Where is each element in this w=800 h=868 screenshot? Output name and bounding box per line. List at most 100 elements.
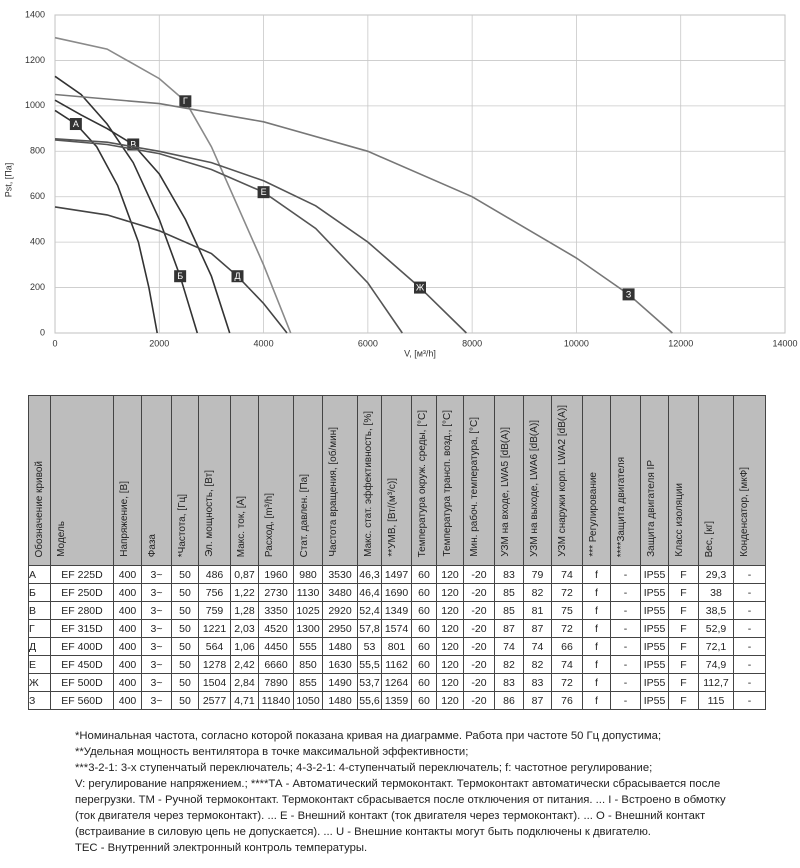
table-cell: Д bbox=[28, 637, 51, 656]
column-header-text: Температура окруж. среды, [°C] bbox=[417, 409, 428, 557]
table-cell: 86 bbox=[494, 691, 524, 710]
curve bbox=[54, 99, 231, 334]
table-cell: 3480 bbox=[322, 583, 358, 602]
x-tick-label: 12000 bbox=[668, 338, 693, 348]
table-cell: IP55 bbox=[640, 601, 669, 620]
column-header-text: **УМВ, [Вт/(м³/с)] bbox=[387, 478, 398, 557]
table-cell: 1480 bbox=[322, 637, 358, 656]
column-header: Конденсатор, [мкФ] bbox=[733, 395, 766, 566]
table-cell: IP55 bbox=[640, 565, 669, 584]
table-cell: 400 bbox=[113, 565, 142, 584]
table-cell: 2920 bbox=[322, 601, 358, 620]
table-cell: - bbox=[733, 637, 766, 656]
table-cell: 120 bbox=[436, 691, 464, 710]
chart: V, [м³/h] Pst, [Па] 0 200 400 600 800 1000 120… bbox=[3, 9, 797, 358]
table-cell: 50 bbox=[171, 655, 199, 674]
table-cell: 120 bbox=[436, 655, 464, 674]
table-cell: 486 bbox=[198, 565, 231, 584]
table-cell: 50 bbox=[171, 691, 199, 710]
column-header: УЗМ на выходе, LWA6 [dB(A)] bbox=[523, 395, 552, 566]
table-cell: - bbox=[610, 673, 641, 692]
table-cell: 1221 bbox=[198, 619, 231, 638]
table-cell: 1130 bbox=[293, 583, 323, 602]
table-cell: 60 bbox=[411, 637, 437, 656]
table-cell: 55,5 bbox=[357, 655, 382, 674]
table-cell: -20 bbox=[463, 601, 495, 620]
table-cell: EF 225D bbox=[50, 565, 114, 584]
table-cell: 52,9 bbox=[698, 619, 734, 638]
x-tick-label: 8000 bbox=[462, 338, 482, 348]
table-cell: 57,8 bbox=[357, 619, 382, 638]
table-cell: 3~ bbox=[141, 601, 172, 620]
table-cell: 801 bbox=[381, 637, 412, 656]
table-cell: 53 bbox=[357, 637, 382, 656]
table-cell: 38,5 bbox=[698, 601, 734, 620]
table-cell: 120 bbox=[436, 601, 464, 620]
column-header: Расход, [m³/h] bbox=[258, 395, 294, 566]
table-cell: 60 bbox=[411, 583, 437, 602]
notes: *Номинальная частота, согласно которой п… bbox=[75, 728, 726, 856]
column-header-text: Макс. стат. эффективность, [%] bbox=[363, 411, 374, 557]
table-cell: 3~ bbox=[141, 619, 172, 638]
table-cell: Б bbox=[28, 583, 51, 602]
table-cell: 81 bbox=[523, 601, 552, 620]
table-cell: 120 bbox=[436, 673, 464, 692]
table-cell: - bbox=[733, 583, 766, 602]
table-cell: 1162 bbox=[381, 655, 412, 674]
table-cell: f bbox=[582, 655, 611, 674]
table-cell: 120 bbox=[436, 565, 464, 584]
table-cell: 74 bbox=[523, 637, 552, 656]
curve-tag bbox=[69, 118, 82, 131]
table-cell: IP55 bbox=[640, 637, 669, 656]
curve-tag bbox=[174, 270, 187, 283]
table-cell: 1504 bbox=[198, 673, 231, 692]
column-header: Класс изоляции bbox=[668, 395, 699, 566]
table-cell: 3~ bbox=[141, 673, 172, 692]
table-cell: 1359 bbox=[381, 691, 412, 710]
table-cell: EF 400D bbox=[50, 637, 114, 656]
table-cell: 1349 bbox=[381, 601, 412, 620]
note-line: V: регулирование напряжением.; ****ТА - … bbox=[75, 778, 721, 790]
table-cell: 76 bbox=[551, 691, 583, 710]
table-cell: F bbox=[668, 637, 699, 656]
table-cell: 1574 bbox=[381, 619, 412, 638]
column-header-text: *** Регулирование bbox=[588, 472, 599, 557]
column-header-text: Обозначение кривой bbox=[34, 460, 45, 558]
table-cell: 55,6 bbox=[357, 691, 382, 710]
legend-label: З bbox=[626, 289, 631, 299]
column-header: УЗМ на входе, LWA5 [dB(A)] bbox=[494, 395, 524, 566]
table-cell: 85 bbox=[494, 601, 524, 620]
table-cell: F bbox=[668, 673, 699, 692]
table-cell: EF 450D bbox=[50, 655, 114, 674]
table-cell: f bbox=[582, 691, 611, 710]
y-tick-label: 800 bbox=[30, 146, 45, 156]
table-cell: 4450 bbox=[258, 637, 294, 656]
table-row: Ж EF 500D 400 3~ 50 1504 2,84 7890 855 1490 53,7 12… bbox=[28, 673, 766, 692]
table-cell: 1,22 bbox=[230, 583, 259, 602]
table-cell: 60 bbox=[411, 673, 437, 692]
table-cell: 50 bbox=[171, 673, 199, 692]
table-cell: 53,7 bbox=[357, 673, 382, 692]
table-cell: -20 bbox=[463, 637, 495, 656]
table-cell: 120 bbox=[436, 583, 464, 602]
table-cell: 6660 bbox=[258, 655, 294, 674]
column-header-text: Мин. рабоч. температура, [°C] bbox=[469, 417, 480, 557]
table-cell: 3~ bbox=[141, 691, 172, 710]
column-header: Мин. рабоч. температура, [°C] bbox=[463, 395, 495, 566]
table-row: Г EF 315D 400 3~ 50 1221 2,03 4520 1300 2950 57,8 1… bbox=[28, 619, 766, 638]
table-row: В EF 280D 400 3~ 50 759 1,28 3350 1025 2920 52,4 13… bbox=[28, 601, 766, 620]
table-cell: 50 bbox=[171, 583, 199, 602]
table-cell: 3530 bbox=[322, 565, 358, 584]
table-cell: 52,4 bbox=[357, 601, 382, 620]
curve bbox=[54, 36, 292, 334]
column-header: Напряжение, [В] bbox=[113, 395, 142, 566]
table-cell: -20 bbox=[463, 565, 495, 584]
table-cell: 74 bbox=[494, 637, 524, 656]
table-cell: 3~ bbox=[141, 583, 172, 602]
column-header-text: Температура трансп. возд., [°C] bbox=[442, 410, 453, 557]
table-cell: 74,9 bbox=[698, 655, 734, 674]
table-cell: 120 bbox=[436, 619, 464, 638]
legend-label: Ж bbox=[416, 282, 425, 292]
column-header: **УМВ, [Вт/(м³/с)] bbox=[381, 395, 412, 566]
table-cell: -20 bbox=[463, 583, 495, 602]
